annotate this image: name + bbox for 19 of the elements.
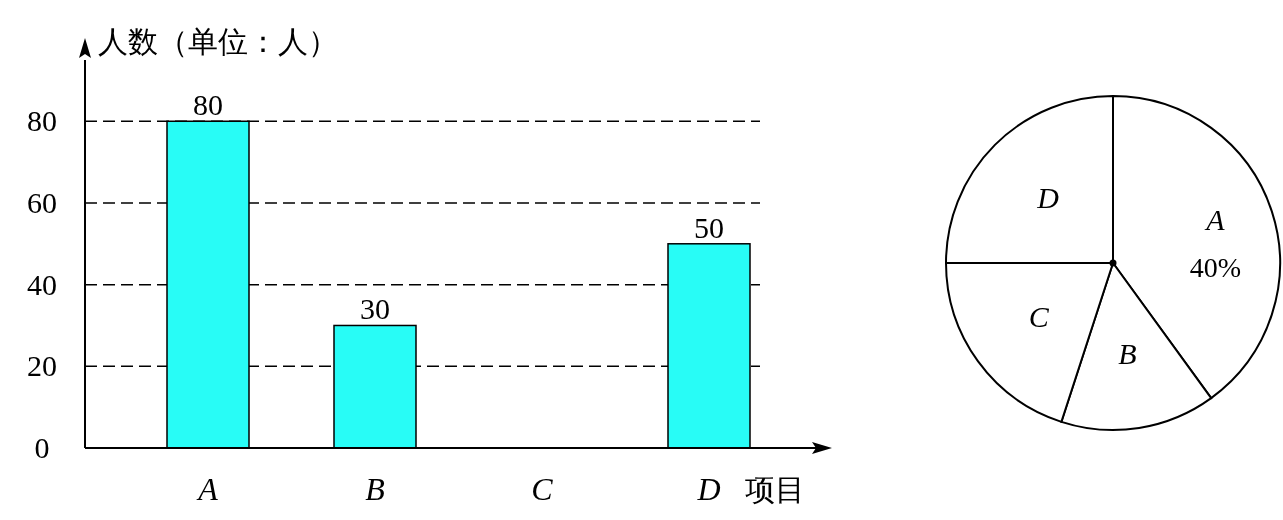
y-tick-label: 60 — [27, 185, 57, 219]
x-tick-label: B — [365, 471, 385, 507]
x-axis-title: 项目 — [745, 473, 805, 506]
slice-label: C — [1028, 299, 1050, 333]
data-label: 30 — [360, 292, 390, 326]
data-label: 80 — [193, 88, 223, 122]
y-tick-label: 80 — [27, 104, 57, 138]
slice-label: A — [1204, 202, 1226, 236]
y-tick-label: 40 — [27, 267, 57, 301]
y-tick-label: 0 — [34, 431, 50, 464]
data-label: 40% — [1189, 251, 1242, 283]
slice-label: D — [1036, 181, 1060, 215]
data-label: 50 — [694, 210, 724, 244]
y-axis-title: 人数（单位：人） — [98, 25, 338, 58]
x-tick-label: A — [196, 471, 219, 507]
x-tick-label: D — [696, 471, 721, 507]
x-tick-label: C — [531, 471, 554, 507]
y-tick-label: 20 — [27, 349, 57, 383]
slice-label: B — [1118, 336, 1137, 370]
